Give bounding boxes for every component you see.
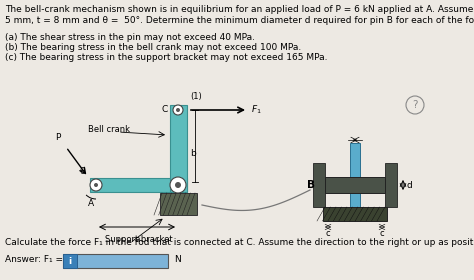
Text: B: B — [307, 180, 315, 190]
Text: (b) The bearing stress in the bell crank may not exceed 100 MPa.: (b) The bearing stress in the bell crank… — [5, 43, 301, 52]
Circle shape — [175, 182, 181, 188]
Text: (1): (1) — [190, 92, 202, 101]
Polygon shape — [63, 254, 77, 268]
Text: c: c — [326, 229, 330, 238]
Text: N: N — [174, 255, 181, 264]
Text: c: c — [380, 229, 384, 238]
Text: b: b — [190, 148, 196, 157]
Polygon shape — [90, 178, 187, 192]
Polygon shape — [170, 105, 187, 192]
Polygon shape — [63, 254, 168, 268]
Circle shape — [94, 183, 98, 187]
Text: Answer: F₁ =: Answer: F₁ = — [5, 255, 63, 264]
Text: θ: θ — [79, 167, 85, 176]
Text: Bell crank: Bell crank — [88, 125, 130, 134]
Polygon shape — [323, 207, 387, 221]
Circle shape — [173, 105, 183, 115]
Text: Calculate the force F₁ in the rod that is connected at C. Assume the direction t: Calculate the force F₁ in the rod that i… — [5, 238, 474, 247]
Text: C: C — [162, 104, 168, 113]
Text: ?: ? — [412, 100, 418, 110]
Polygon shape — [385, 163, 397, 207]
Polygon shape — [313, 163, 325, 207]
Text: 5 mm, t = 8 mm and θ =  50°. Determine the minimum diameter d required for pin B: 5 mm, t = 8 mm and θ = 50°. Determine th… — [5, 16, 474, 25]
Text: (a) The shear stress in the pin may not exceed 40 MPa.: (a) The shear stress in the pin may not … — [5, 33, 255, 42]
Text: Support bracket: Support bracket — [105, 235, 173, 244]
Circle shape — [176, 108, 180, 112]
Polygon shape — [350, 143, 360, 207]
Text: P: P — [55, 133, 61, 142]
Text: The bell-crank mechanism shown is in equilibrium for an applied load of P = 6 kN: The bell-crank mechanism shown is in equ… — [5, 5, 474, 14]
Text: $F_1$: $F_1$ — [251, 104, 262, 116]
Circle shape — [170, 177, 186, 193]
Text: i: i — [68, 256, 72, 265]
Polygon shape — [160, 193, 197, 215]
Text: A: A — [88, 199, 94, 208]
Text: (c) The bearing stress in the support bracket may not exceed 165 MPa.: (c) The bearing stress in the support br… — [5, 53, 328, 62]
Text: d: d — [407, 181, 413, 190]
Circle shape — [90, 179, 102, 191]
Text: a: a — [134, 235, 140, 244]
Polygon shape — [325, 177, 385, 193]
